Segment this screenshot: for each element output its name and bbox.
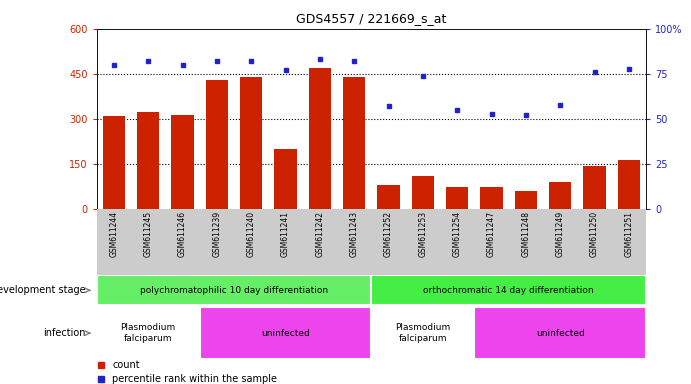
Bar [446, 187, 468, 209]
Text: uninfected: uninfected [536, 329, 585, 338]
Bar [200, 307, 372, 359]
Bar [171, 114, 193, 209]
Text: GSM611251: GSM611251 [625, 211, 634, 257]
Text: development stage: development stage [0, 285, 85, 295]
Bar [97, 307, 200, 359]
Bar [137, 111, 160, 209]
Text: polychromatophilic 10 day differentiation: polychromatophilic 10 day differentiatio… [140, 286, 328, 295]
Text: count: count [112, 360, 140, 370]
Bar [549, 182, 571, 209]
Bar [309, 68, 331, 209]
Bar [274, 149, 296, 209]
Text: GSM611247: GSM611247 [487, 211, 496, 257]
Bar [618, 160, 640, 209]
Text: GSM611243: GSM611243 [350, 211, 359, 257]
Text: Plasmodium
falciparum: Plasmodium falciparum [395, 323, 451, 343]
Bar [515, 191, 537, 209]
Text: uninfected: uninfected [261, 329, 310, 338]
Title: GDS4557 / 221669_s_at: GDS4557 / 221669_s_at [296, 12, 446, 25]
Bar [206, 80, 228, 209]
Text: GSM611254: GSM611254 [453, 211, 462, 257]
Text: Plasmodium
falciparum: Plasmodium falciparum [121, 323, 176, 343]
Text: GSM611246: GSM611246 [178, 211, 187, 257]
Bar [240, 77, 263, 209]
Bar [475, 307, 646, 359]
Text: GSM611249: GSM611249 [556, 211, 565, 257]
Text: orthochromatic 14 day differentiation: orthochromatic 14 day differentiation [424, 286, 594, 295]
Text: GSM611240: GSM611240 [247, 211, 256, 257]
Text: GSM611241: GSM611241 [281, 211, 290, 257]
Bar [103, 116, 125, 209]
Bar [343, 77, 366, 209]
Bar [377, 185, 399, 209]
Bar [583, 166, 606, 209]
Text: GSM611244: GSM611244 [109, 211, 118, 257]
Text: GSM611253: GSM611253 [419, 211, 428, 257]
Bar [97, 275, 372, 305]
Text: GSM611245: GSM611245 [144, 211, 153, 257]
Bar [480, 187, 503, 209]
Bar [372, 275, 646, 305]
Text: percentile rank within the sample: percentile rank within the sample [112, 374, 277, 384]
Bar [412, 176, 434, 209]
Text: GSM611250: GSM611250 [590, 211, 599, 257]
Text: GSM611242: GSM611242 [315, 211, 324, 257]
Bar [372, 307, 475, 359]
Text: GSM611239: GSM611239 [212, 211, 221, 257]
Text: infection: infection [43, 328, 85, 338]
Text: GSM611248: GSM611248 [522, 211, 531, 257]
Text: GSM611252: GSM611252 [384, 211, 393, 257]
